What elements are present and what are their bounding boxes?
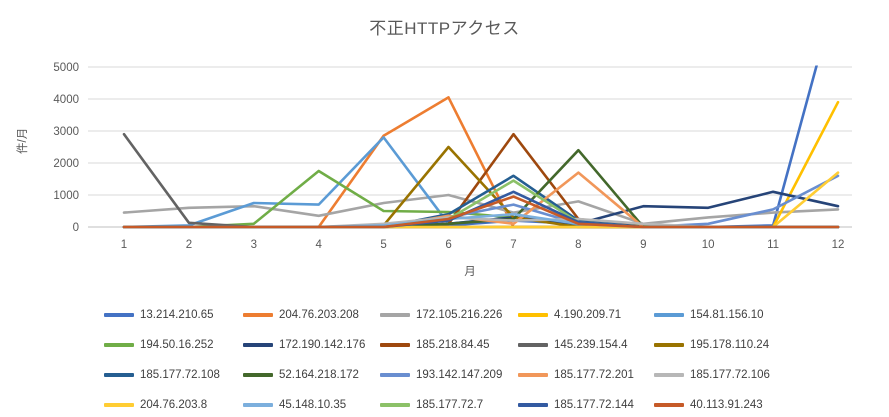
- legend-item[interactable]: 13.214.210.65: [104, 307, 214, 323]
- legend-item[interactable]: 45.148.10.35: [243, 397, 346, 413]
- legend-label: 185.177.72.108: [140, 369, 220, 381]
- y-tick-label: 2000: [53, 158, 79, 170]
- legend-line-swatch: [654, 343, 684, 347]
- legend-item[interactable]: 172.190.142.176: [243, 337, 365, 353]
- legend-item[interactable]: 185.177.72.201: [518, 367, 634, 383]
- legend-line-swatch: [104, 403, 134, 407]
- legend-label: 154.81.156.10: [690, 309, 764, 321]
- legend-item[interactable]: 52.164.218.172: [243, 367, 359, 383]
- legend-line-swatch: [518, 343, 548, 347]
- y-tick-label: 0: [73, 222, 79, 234]
- legend-label: 45.148.10.35: [279, 399, 347, 411]
- y-tick-label: 1000: [53, 190, 79, 202]
- legend-line-swatch: [243, 343, 273, 347]
- legend-line-swatch: [654, 373, 684, 377]
- legend-line-swatch: [518, 313, 548, 317]
- legend-row: 185.177.72.108 52.164.218.172 193.142.147.…: [0, 360, 889, 390]
- x-tick-label: 7: [510, 239, 516, 251]
- x-tick-label: 8: [575, 239, 581, 251]
- series-group: [122, 0, 840, 229]
- legend-item[interactable]: 204.76.203.208: [243, 307, 359, 323]
- legend-item[interactable]: 185.218.84.45: [380, 337, 490, 353]
- legend-line-swatch: [380, 373, 410, 377]
- x-tick-label: 10: [702, 239, 715, 251]
- legend-item[interactable]: 194.50.16.252: [104, 337, 214, 353]
- x-tick-label: 1: [121, 239, 127, 251]
- legend-item[interactable]: 172.105.216.226: [380, 307, 502, 323]
- legend-label: 204.76.203.208: [279, 309, 359, 321]
- legend-label: 40.113.91.243: [690, 399, 763, 411]
- legend-line-swatch: [243, 313, 273, 317]
- legend-item[interactable]: 4.190.209.71: [518, 307, 621, 323]
- legend-line-swatch: [518, 373, 548, 377]
- legend-line-swatch: [654, 313, 684, 317]
- legend-label: 185.177.72.7: [416, 399, 484, 411]
- legend-item[interactable]: 40.113.91.243: [654, 397, 763, 413]
- legend-row: 194.50.16.252 172.190.142.176 185.218.84.4…: [0, 330, 889, 360]
- legend-line-swatch: [380, 313, 410, 317]
- series-line-40.113.91.243[interactable]: [122, 195, 840, 229]
- x-tick-label: 4: [316, 239, 323, 251]
- legend-item[interactable]: 193.142.147.209: [380, 367, 502, 383]
- legend-line-swatch: [104, 313, 134, 317]
- legend-label: 195.178.110.24: [690, 339, 770, 351]
- legend-label: 4.190.209.71: [554, 309, 622, 321]
- legend-line-swatch: [380, 343, 410, 347]
- x-tick-label: 6: [445, 239, 451, 251]
- legend-line-swatch: [243, 403, 273, 407]
- legend-label: 185.177.72.201: [554, 369, 634, 381]
- legend-item[interactable]: 185.177.72.106: [654, 367, 770, 383]
- legend-label: 193.142.147.209: [416, 369, 503, 381]
- legend-label: 185.177.72.144: [554, 399, 634, 411]
- legend-item[interactable]: 185.177.72.144: [518, 397, 634, 413]
- x-tick-label: 2: [186, 239, 192, 251]
- legend-line-swatch: [380, 403, 410, 407]
- legend-line-swatch: [243, 373, 273, 377]
- legend-row: 13.214.210.65 204.76.203.208 172.105.216.2…: [0, 300, 889, 330]
- legend-label: 172.190.142.176: [279, 339, 366, 351]
- legend-label: 185.177.72.106: [690, 369, 770, 381]
- legend-item[interactable]: 154.81.156.10: [654, 307, 764, 323]
- legend-item[interactable]: 145.239.154.4: [518, 337, 628, 353]
- legend-label: 185.218.84.45: [416, 339, 490, 351]
- legend-item[interactable]: 185.177.72.108: [104, 367, 220, 383]
- legend-label: 13.214.210.65: [140, 309, 214, 321]
- x-axis-title: 月: [464, 266, 476, 278]
- series-line-13.214.210.65[interactable]: [122, 0, 838, 229]
- legend-label: 194.50.16.252: [140, 339, 214, 351]
- legend-label: 204.76.203.8: [140, 399, 208, 411]
- x-tick-label: 3: [251, 239, 257, 251]
- legend-line-swatch: [104, 343, 134, 347]
- legend-item[interactable]: 204.76.203.8: [104, 397, 207, 413]
- legend-item[interactable]: 185.177.72.7: [380, 397, 483, 413]
- legend-label: 52.164.218.172: [279, 369, 359, 381]
- y-tick-label: 5000: [53, 62, 79, 74]
- legend-line-swatch: [654, 403, 684, 407]
- x-tick-label: 9: [640, 239, 646, 251]
- y-tick-label: 4000: [53, 94, 79, 106]
- legend-row: 204.76.203.8 45.148.10.35 185.177.72.7 185.…: [0, 390, 889, 417]
- x-tick-label: 5: [380, 239, 386, 251]
- y-tick-label: 3000: [53, 126, 79, 138]
- legend-line-swatch: [518, 403, 548, 407]
- legend-item[interactable]: 195.178.110.24: [654, 337, 769, 353]
- chart-legend: 13.214.210.65 204.76.203.208 172.105.216.2…: [0, 300, 889, 417]
- legend-label: 145.239.154.4: [554, 339, 628, 351]
- legend-label: 172.105.216.226: [416, 309, 503, 321]
- chart-title: 不正HTTPアクセス: [369, 19, 520, 38]
- legend-line-swatch: [104, 373, 134, 377]
- x-tick-label: 12: [832, 239, 845, 251]
- x-tick-label: 11: [767, 239, 779, 251]
